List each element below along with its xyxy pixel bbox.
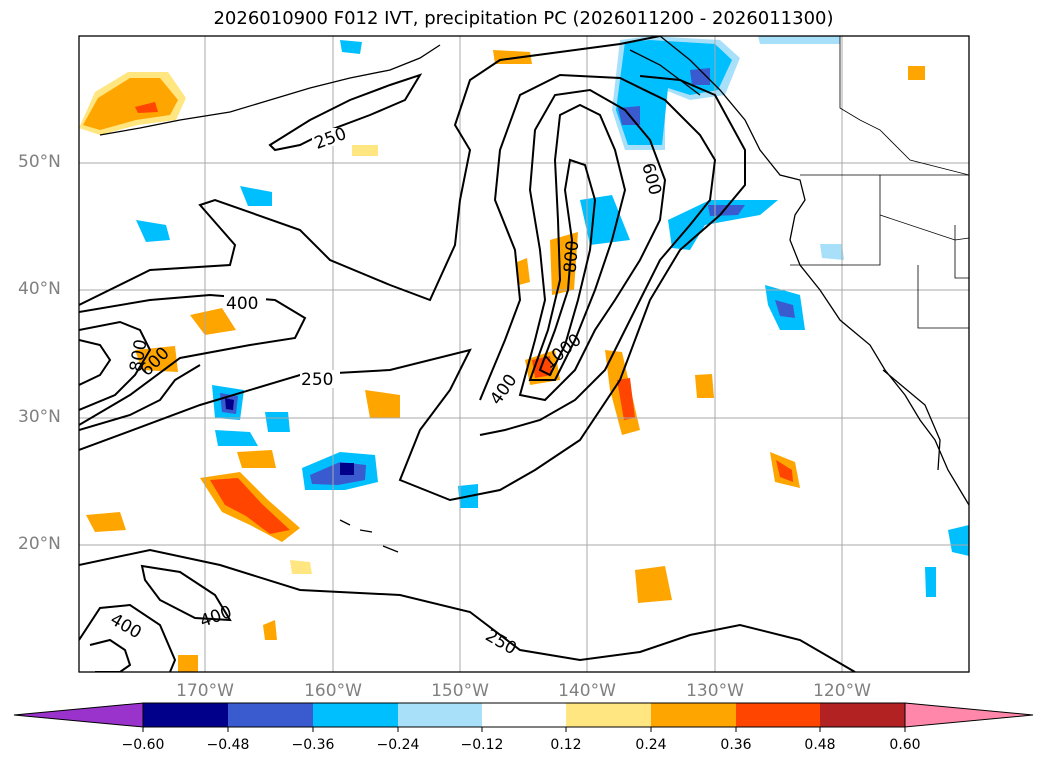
precip-positive-area [178, 655, 198, 672]
precip-positive-area [776, 460, 793, 482]
colorbar-tick-label: −0.48 [206, 737, 250, 753]
longitude-label: 150°W [431, 681, 489, 701]
colorbar-tick-label: −0.12 [460, 737, 504, 753]
precip-negative-area [775, 300, 795, 318]
precip-negative-area [136, 220, 170, 242]
precip-positive-area [695, 374, 714, 398]
precip-positive-area [86, 512, 126, 532]
ivt-contour-800 [528, 103, 627, 381]
colorbar-bin [398, 703, 482, 727]
colorbar-tick-label: 0.36 [720, 737, 752, 753]
colorbar-tick-label: 0.48 [804, 737, 836, 753]
colorbar-bin [820, 703, 905, 727]
precip-negative-area [340, 463, 354, 475]
colorbar-bin [482, 703, 566, 727]
latitude-label: 50°N [18, 152, 61, 172]
ivt-contour-250 [79, 548, 856, 672]
map-title: 2026010900 F012 IVT, precipitation PC (2… [213, 8, 834, 29]
colorbar-bin [736, 703, 820, 727]
precip-negative-area [948, 525, 969, 556]
colorbar-bin [566, 703, 651, 727]
ivt-contours [79, 36, 856, 672]
precip-positive-area [237, 450, 276, 468]
precip-positive-area [635, 566, 672, 603]
colorbar-tick-label: −0.36 [291, 737, 335, 753]
colorbar [13, 702, 1034, 732]
precip-positive-area [617, 378, 635, 420]
map-frame [78, 35, 970, 673]
longitude-label: 160°W [304, 681, 362, 701]
colorbar-tick-label: 0.12 [550, 737, 582, 753]
precip-positive-area [365, 390, 400, 418]
precip-negative-area [690, 68, 710, 85]
precip-positive-area [190, 308, 236, 335]
contour-label: 800 [561, 240, 584, 274]
contour-label: 400 [226, 294, 258, 314]
precip-negative-area [758, 36, 840, 44]
longitude-label: 140°W [558, 681, 616, 701]
colorbar-bin [313, 703, 398, 727]
precip-negative-area [215, 430, 258, 446]
ivt-contour-1000 [538, 158, 597, 377]
precip-positive-area [352, 145, 378, 156]
ivt-contour-400 [140, 564, 232, 622]
latitude-label: 40°N [18, 279, 61, 299]
precip-negative-area [708, 205, 745, 216]
precip-positive-area [908, 66, 925, 80]
precip-negative-area [820, 244, 844, 260]
ivt-contour-250 [79, 75, 746, 502]
precip-negative-area [225, 398, 234, 410]
latitude-label: 20°N [18, 534, 61, 554]
colorbar-tick-label: −0.60 [121, 737, 165, 753]
precip-positive-area [263, 620, 277, 640]
colorbar-bin [143, 703, 228, 727]
ivt-contour-800 [79, 339, 112, 386]
ivt-contour-400 [89, 638, 132, 672]
precip-negative-area [240, 186, 272, 206]
precip-positive-area [210, 478, 290, 534]
latitude-label: 30°N [18, 407, 61, 427]
precip-positive-area [83, 78, 178, 130]
ivt-contour-600 [79, 320, 152, 411]
precip-positive-area [517, 258, 530, 285]
colorbar-bin [228, 703, 313, 727]
longitude-label: 170°W [176, 681, 234, 701]
precip-positive-area [290, 560, 312, 574]
precip-negative-area [925, 567, 936, 597]
colorbar-under-extension [13, 702, 144, 728]
ivt-contour-600 [518, 88, 667, 402]
colorbar-tick-label: 0.60 [889, 737, 921, 753]
longitude-label: 130°W [686, 681, 744, 701]
precip-positive-area [135, 346, 178, 372]
colorbar-over-extension [904, 702, 1034, 728]
map-content: 250 400 250 800 600 600 800 1000 400 400… [79, 36, 969, 672]
political-borders [790, 36, 969, 329]
colorbar-tick-label: 0.24 [635, 737, 667, 753]
precip-positive-area [135, 102, 158, 113]
precip-negative-area [616, 40, 732, 145]
ivt-contour-250 [268, 73, 423, 152]
ivt-contour-400 [79, 364, 201, 431]
contour-label: 250 [301, 370, 333, 390]
ivt-contour-400 [479, 73, 717, 436]
colorbar-bin [651, 703, 736, 727]
precip-negative-area [265, 412, 290, 432]
precip-negative-area [340, 40, 362, 54]
colorbar-tick-label: −0.24 [376, 737, 420, 753]
ivt-contour-250 [79, 36, 661, 306]
longitude-label: 120°W [813, 681, 871, 701]
ivt-contour-400 [79, 293, 307, 426]
ivt-contour-400 [79, 603, 177, 672]
